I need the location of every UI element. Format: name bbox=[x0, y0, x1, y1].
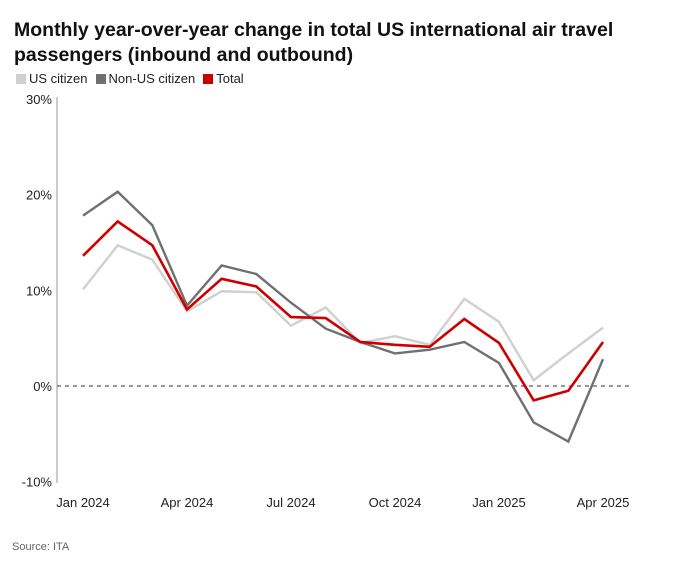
x-tick-label: Jan 2024 bbox=[56, 495, 110, 510]
legend-label: Non-US citizen bbox=[108, 71, 196, 86]
x-tick-label: Oct 2024 bbox=[369, 495, 422, 510]
source-note: Source: ITA bbox=[12, 541, 70, 553]
legend-swatch bbox=[16, 73, 26, 84]
legend-item-total: Total bbox=[203, 71, 244, 86]
legend: US citizen Non-US citizen Total bbox=[16, 71, 244, 86]
series-line-non-us-citizen bbox=[82, 190, 605, 444]
series-line-total bbox=[82, 219, 605, 402]
legend-swatch bbox=[95, 73, 106, 84]
legend-item-us-citizen: US citizen bbox=[16, 71, 88, 86]
legend-item-non-us-citizen: Non-US citizen bbox=[95, 71, 196, 86]
legend-label: US citizen bbox=[29, 71, 88, 86]
legend-swatch bbox=[203, 73, 214, 84]
legend-label: Total bbox=[216, 71, 244, 86]
x-tick-label: Jul 2024 bbox=[266, 495, 315, 510]
y-tick-label: -10% bbox=[22, 475, 53, 490]
y-tick-label: 20% bbox=[26, 188, 52, 203]
y-tick-label: 30% bbox=[26, 92, 52, 107]
y-tick-label: 10% bbox=[26, 283, 52, 298]
x-tick-label: Jan 2025 bbox=[472, 495, 526, 510]
chart-title: Monthly year-over-year change in total U… bbox=[14, 19, 614, 66]
series-line-us-citizen bbox=[82, 243, 604, 383]
y-tick-label: 0% bbox=[33, 379, 52, 394]
x-tick-label: Apr 2025 bbox=[577, 495, 630, 510]
x-tick-label: Apr 2024 bbox=[161, 495, 214, 510]
